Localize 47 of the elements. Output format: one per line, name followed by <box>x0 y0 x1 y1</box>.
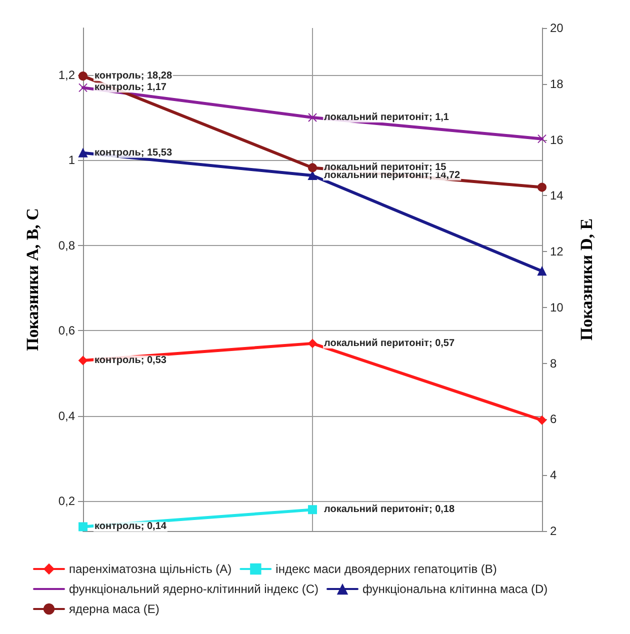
point <box>308 171 317 180</box>
legend-label: паренхіматозна щільність (A) <box>69 562 232 576</box>
y2-tick-label: 6 <box>550 412 557 426</box>
point <box>538 416 546 425</box>
data-label: локальний перитоніт; 1,1 <box>324 112 450 124</box>
y2-tick-label: 20 <box>550 21 564 35</box>
y-tick-label: 0,4 <box>58 408 76 423</box>
point <box>308 163 317 172</box>
point <box>78 83 88 92</box>
legend-label: ядерна маса (E) <box>69 602 160 616</box>
y-tick-label: 0,8 <box>58 238 76 252</box>
legend-label: індекс маси двоядерних гепатоцитів (B) <box>276 562 497 576</box>
y2-tick-label: 12 <box>550 244 564 259</box>
y2-axis-title: Показники D, E <box>577 218 596 341</box>
y2-tick-label: 10 <box>550 300 564 314</box>
y2-tick-label: 4 <box>550 468 557 482</box>
data-label: контроль; 15,53 <box>94 147 172 158</box>
point <box>308 505 317 514</box>
y-tick-label: 1,2 <box>58 68 76 82</box>
data-label: контроль; 0,14 <box>94 521 167 532</box>
point <box>538 182 546 192</box>
y2-tick-label: 2 <box>550 524 557 538</box>
point <box>78 356 88 365</box>
legend-label: функціональна клітинна маса (D) <box>362 582 548 596</box>
point <box>78 72 88 81</box>
point <box>308 113 317 122</box>
legend-label: функціональний ядерно-клітинний індекс (C) <box>69 582 318 596</box>
data-label: контроль; 0,53 <box>94 354 167 366</box>
y2-tick-label: 18 <box>550 76 564 91</box>
y2-tick-label: 16 <box>550 132 564 147</box>
y2-tick-label: 14 <box>550 188 564 203</box>
data-label: контроль; 1,17 <box>94 82 167 94</box>
data-label: локальний перитоніт; 15 <box>324 162 447 174</box>
point <box>308 338 317 348</box>
point <box>78 522 88 532</box>
y-tick-label: 0,6 <box>58 324 76 338</box>
point <box>538 266 546 276</box>
y2-tick-label: 8 <box>550 356 557 370</box>
y-tick-label: 1 <box>68 153 76 168</box>
y-tick-label: 0,2 <box>58 494 76 508</box>
y-axis-title: Показники A, B, C <box>23 208 42 351</box>
data-label: локальний перитоніт; 14,72 <box>324 170 461 182</box>
point <box>78 148 88 158</box>
data-label: контроль; 18,28 <box>94 70 172 82</box>
data-label: локальний перитоніт; 0,18 <box>324 504 455 516</box>
point <box>538 134 546 144</box>
data-label: локальний перитоніт; 0,57 <box>324 338 455 349</box>
